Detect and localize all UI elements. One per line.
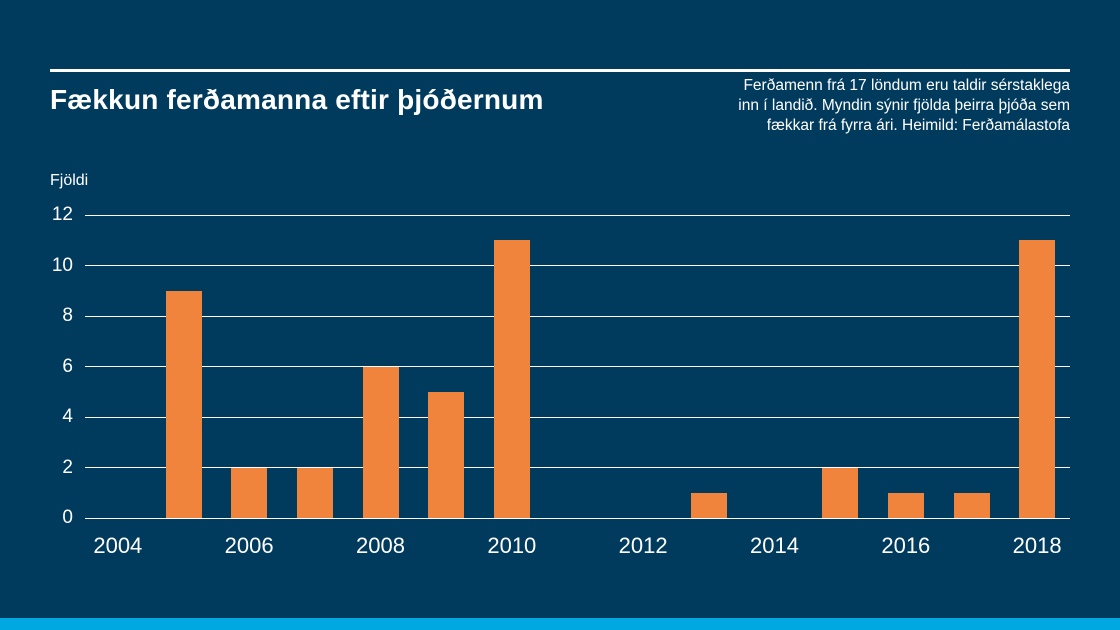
bar-2009 [428,391,465,518]
x-tick-label: 2014 [750,533,799,558]
x-tick-label: 2010 [487,533,537,558]
x-tick-label: 2012 [618,533,668,558]
x-tick-label: 2006 [224,533,274,558]
y-axis-label: Fjöldi [50,172,89,189]
y-tick-label: 2 [62,456,73,478]
plot-area: 0 2 4 6 8 10 12 2004 2006 2008 2010 2012 2014 2016 201… [52,204,1070,558]
y-tick-label: 12 [51,204,73,225]
annotation-line-3: fækkar frá fyrra ári. Heimild: Ferðamála… [766,116,1070,134]
gridline [85,366,1070,367]
bar-2018 [1019,240,1056,518]
bottom-accent-bar [0,618,1120,630]
top-divider-rule [50,69,1070,72]
gridline [85,467,1070,468]
y-tick-label: 10 [51,254,73,276]
y-tick-label: 6 [62,355,73,377]
gridline [85,315,1070,317]
gridline [85,416,1070,418]
bar-2016 [887,492,924,518]
bar-2015 [822,467,859,518]
y-tick-label: 8 [62,305,73,326]
bar-2005 [165,290,202,518]
annotation-line-2: inn í landið. Myndin sýnir fjölda þeirra… [738,96,1070,114]
gridline [85,214,1070,216]
gridline [85,517,1070,519]
y-tick-label: 0 [62,507,73,528]
x-tick-label: 2016 [881,533,931,558]
bar-2006 [231,467,268,518]
annotation-line-1: Ferðamenn frá 17 löndum eru taldir sérst… [743,77,1070,94]
x-tick-label: 2008 [356,533,405,558]
x-tick-label: 2018 [1012,533,1062,558]
y-tick-label: 4 [62,406,73,427]
bar-2010 [493,240,530,518]
page-title: Fækkun ferðamanna eftir þjóðernum [50,84,544,115]
bar-2013 [690,492,727,518]
chart-annotation: Ferðamenn frá 17 löndum eru taldir sérst… [640,76,1070,135]
bar-2008 [362,366,399,518]
bar-2017 [953,492,990,518]
bar-2007 [296,467,333,518]
x-tick-label: 2004 [93,533,143,558]
gridline [85,265,1070,266]
